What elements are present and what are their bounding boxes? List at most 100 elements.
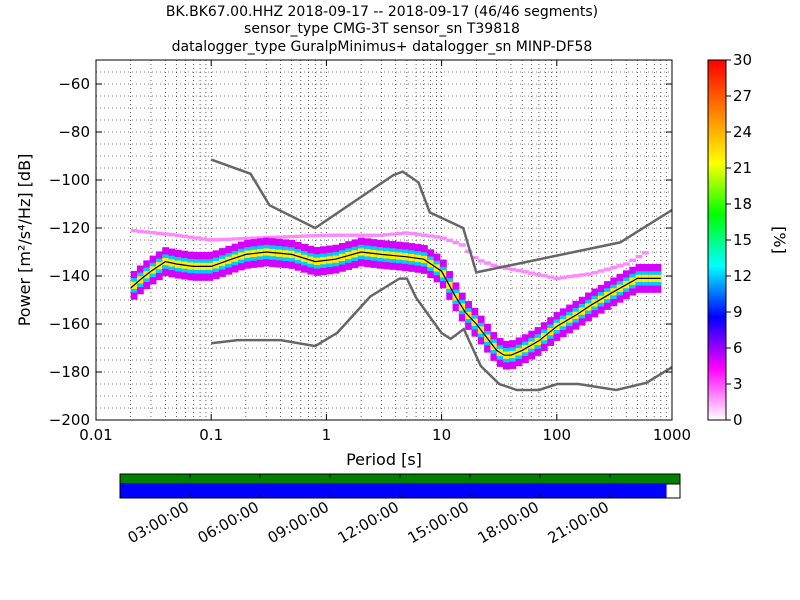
coverage-segments-bar	[120, 484, 667, 498]
y-tick-label: −160	[49, 315, 90, 333]
colorbar-tick-label: 21	[733, 159, 752, 177]
heatmap-cell	[301, 234, 308, 238]
heatmap-cell	[604, 267, 611, 271]
colorbar-ticks: 0 3 6 9 12 15 18 21 24 27 30	[726, 51, 752, 429]
heatmap-cell	[389, 232, 397, 236]
colorbar-tick-label: 27	[733, 87, 752, 105]
x-tick-label: 1	[322, 426, 332, 444]
colorbar-tick-label: 30	[733, 51, 752, 69]
heatmap-cell	[566, 274, 573, 279]
heatmap-cell	[446, 238, 454, 243]
heatmap-cell	[515, 268, 523, 273]
heatmap-cell	[484, 261, 491, 265]
heatmap-cell	[629, 258, 637, 262]
heatmap-cell	[383, 233, 390, 237]
heatmap-cell	[591, 271, 599, 275]
heatmap-cell	[155, 231, 163, 236]
y-axis: −60 −80 −100 −120 −140 −160 −180 −200	[49, 75, 672, 429]
heatmap-cell	[439, 236, 447, 240]
heatmap-cell	[345, 233, 353, 237]
heatmap-cell	[237, 237, 245, 241]
heatmap-cell	[326, 233, 334, 237]
plot-frame	[95, 59, 673, 421]
heatmap-cell	[402, 231, 409, 235]
heatmap-cell	[616, 264, 624, 268]
heatmap-cell	[559, 275, 567, 280]
heatmap-cell	[553, 276, 561, 281]
heatmap-cell	[521, 270, 529, 274]
heatmap-cell	[534, 272, 542, 277]
heatmap-cell	[610, 265, 618, 270]
heatmap-cell	[282, 235, 289, 239]
y-tick-label: −60	[58, 75, 90, 93]
heatmap-cell	[408, 231, 416, 236]
heatmap-cell	[376, 233, 384, 237]
heatmap-cell	[364, 233, 372, 237]
heatmap-cell	[421, 233, 428, 237]
high-noise-model-line	[210, 158, 673, 274]
x-tick-label: 100	[542, 426, 571, 444]
y-tick-label: −140	[49, 267, 90, 285]
heatmap-cell	[465, 249, 472, 253]
heatmap-cell	[490, 263, 498, 268]
heatmap-cell	[477, 259, 485, 263]
heatmap-cell	[357, 233, 365, 237]
heatmap-cell	[414, 232, 422, 236]
x-axis: 0.01 0.1 1 10 100 1000	[79, 60, 691, 444]
y-tick-label: −200	[49, 411, 90, 429]
heatmap-cell	[143, 230, 151, 234]
heatmap-cell	[351, 233, 359, 237]
x-tick-label: 0.01	[79, 426, 112, 444]
chart-title-line3: datalogger_type GuralpMinimus+ datalogge…	[172, 39, 593, 55]
heatmap-cell	[572, 274, 580, 278]
heatmap-cell	[174, 233, 182, 238]
heatmap-cell	[187, 235, 195, 239]
heatmap-cell	[370, 233, 378, 237]
y-tick-label: −100	[49, 171, 90, 189]
heatmap-cell	[181, 234, 188, 238]
coverage-time-label: 06:00:00	[195, 498, 262, 547]
heatmap-cell	[332, 233, 340, 237]
colorbar-label: [%]	[770, 226, 789, 254]
heatmap-cell	[622, 262, 630, 266]
heatmap-cell	[597, 269, 605, 273]
heatmap-cell	[136, 229, 144, 234]
heatmap-cell	[509, 267, 517, 272]
heatmap-cell	[149, 231, 157, 235]
heatmap-cell	[256, 236, 264, 240]
colorbar-tick-label: 24	[733, 123, 752, 141]
heatmap-cell	[395, 231, 403, 236]
heatmap-cell	[585, 272, 592, 276]
heatmap-cell	[212, 238, 220, 242]
heatmap-cell	[231, 237, 239, 241]
x-tick-label: 10	[432, 426, 451, 444]
heatmap-cell	[219, 237, 226, 242]
ppsd-heatmap	[130, 229, 662, 370]
x-tick-label: 0.1	[199, 426, 223, 444]
time-coverage-bar: 03:00:00 06:00:00 09:00:00 12:00:00 15:00:00…	[119, 473, 681, 547]
colorbar-tick-label: 12	[733, 267, 752, 285]
heatmap-cell	[263, 235, 271, 240]
heatmap-cell	[193, 236, 201, 240]
y-tick-label: −120	[49, 219, 90, 237]
noise-models	[210, 158, 673, 392]
colorbar-tick-label: 6	[733, 339, 743, 357]
heatmap-cell	[269, 235, 277, 240]
heatmap-cell	[458, 243, 466, 247]
heatmap-cell	[250, 236, 258, 240]
heatmap-cell	[168, 233, 176, 237]
colorbar-tick-label: 0	[733, 411, 743, 429]
colorbar-tick-label: 18	[733, 195, 752, 213]
heatmap-cell	[244, 236, 252, 241]
heatmap-cell	[338, 233, 346, 237]
coverage-time-label: 15:00:00	[405, 498, 472, 547]
heatmap-cell	[162, 232, 170, 236]
y-axis-label: Power [m²/s⁴/Hz] [dB]	[15, 154, 34, 327]
chart-title-line1: BK.BK67.00.HHZ 2018-09-17 -- 2018-09-17 …	[166, 4, 598, 20]
heatmap-cell	[503, 266, 510, 270]
coverage-time-label: 18:00:00	[475, 498, 542, 547]
ppsd-mode-line	[130, 251, 661, 356]
colorbar-tick-label: 9	[733, 303, 743, 321]
heatmap-cell	[313, 233, 321, 238]
